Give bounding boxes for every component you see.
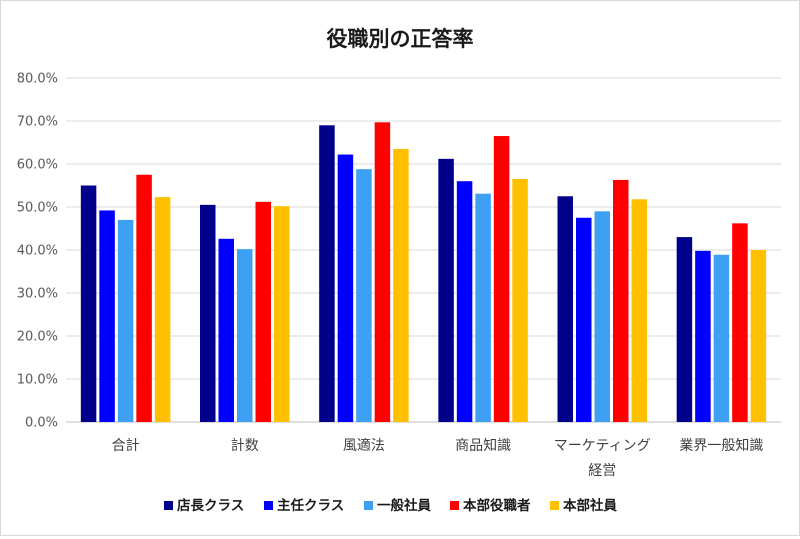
bar — [732, 223, 748, 422]
bar — [80, 185, 97, 422]
bar — [255, 201, 271, 422]
x-tick-label: 経営 — [588, 463, 616, 479]
legend-swatch — [550, 501, 559, 510]
bar — [631, 199, 647, 422]
y-tick-label: 50.0% — [17, 201, 58, 216]
bar — [136, 174, 152, 422]
bar — [319, 125, 335, 423]
bar — [493, 136, 510, 423]
bar — [557, 196, 573, 422]
y-tick-label: 80.0% — [17, 72, 58, 87]
legend-swatch — [264, 501, 273, 510]
bar — [337, 154, 354, 423]
bar — [613, 179, 629, 422]
legend-swatch — [364, 501, 373, 510]
legend-label: 主任クラス — [277, 497, 344, 514]
bar — [374, 122, 391, 422]
legend: 店長クラス 主任クラス 一般社員 本部役職者 本部社員 — [164, 497, 617, 514]
bar — [750, 250, 767, 422]
legend-swatch — [450, 501, 459, 510]
y-tick-label: 70.0% — [17, 115, 58, 130]
x-tick-label: 合計 — [112, 438, 140, 454]
x-tick-label: 風適法 — [343, 437, 385, 454]
x-tick-label: マーケティング — [554, 438, 651, 454]
y-tick-label: 30.0% — [17, 287, 58, 302]
bar — [713, 254, 730, 422]
y-tick-label: 40.0% — [17, 244, 58, 259]
y-tick-label: 10.0% — [17, 373, 58, 388]
bar — [356, 169, 372, 422]
bar — [274, 206, 290, 422]
legend-label: 本部役職者 — [463, 497, 531, 514]
bar — [475, 193, 491, 422]
x-tick-label: 計数 — [231, 438, 259, 454]
bar — [695, 250, 711, 422]
y-axis: 0.0% 10.0% 20.0% 30.0% 40.0% 50.0% 60.0% 70.0% 8… — [17, 72, 58, 431]
bar — [237, 249, 253, 422]
bar — [676, 237, 693, 422]
gridlines — [66, 77, 781, 423]
bar — [456, 181, 473, 422]
bars — [80, 122, 767, 423]
y-tick-label: 60.0% — [17, 158, 58, 173]
bar — [99, 210, 115, 422]
chart-title: 役職別の正答率 — [327, 27, 474, 51]
y-tick-label: 0.0% — [25, 416, 58, 431]
bar — [594, 211, 610, 422]
bar — [512, 179, 528, 422]
bar — [393, 148, 409, 422]
x-tick-label: 商品知識 — [455, 437, 511, 454]
bar — [200, 204, 216, 422]
legend-label: 一般社員 — [377, 497, 431, 514]
bar — [438, 158, 454, 422]
bar — [576, 217, 592, 422]
legend-label: 本部社員 — [563, 497, 617, 514]
legend-swatch — [164, 501, 173, 510]
legend-label: 店長クラス — [177, 497, 244, 514]
bar — [218, 238, 234, 422]
bar — [117, 219, 134, 422]
x-tick-label: 業界一般知識 — [679, 437, 763, 454]
y-tick-label: 20.0% — [17, 330, 58, 345]
bar — [154, 197, 171, 422]
